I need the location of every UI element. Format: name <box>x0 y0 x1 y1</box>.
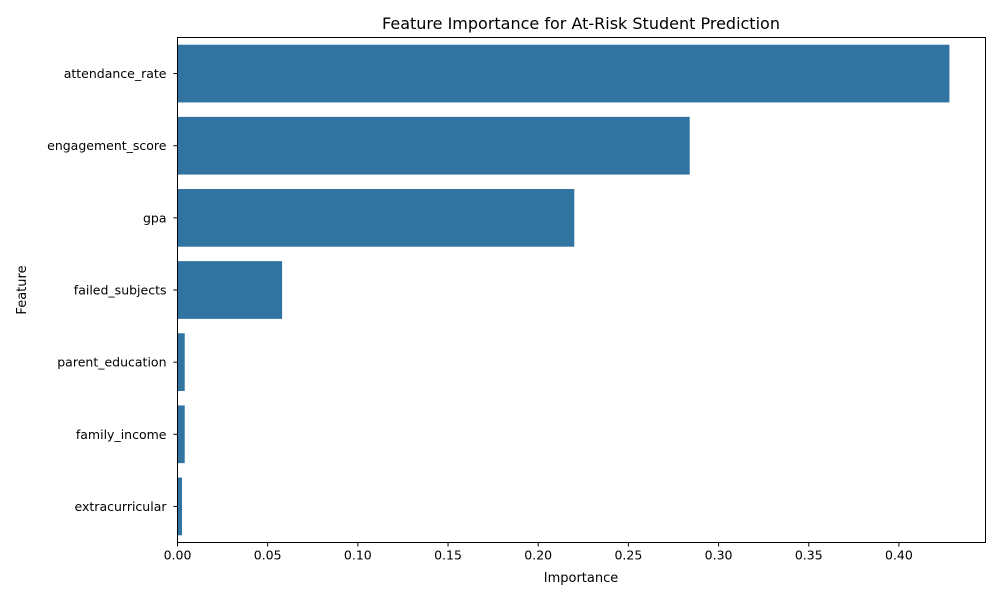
bar-gpa <box>177 189 575 247</box>
bar-failed-subjects <box>177 261 283 319</box>
y-tick-label: failed_subjects <box>74 283 167 298</box>
x-tick-label: 0.30 <box>705 548 733 563</box>
x-axis-ticks: 0.00 0.05 0.10 0.15 0.20 0.25 0.30 0.35 0.40 <box>164 542 913 563</box>
x-tick-label: 0.10 <box>344 548 372 563</box>
chart-title: Feature Importance for At-Risk Student P… <box>382 14 780 33</box>
x-tick-label: 0.05 <box>254 548 282 563</box>
y-axis-label: Feature <box>15 265 30 314</box>
plot-frame <box>177 37 986 543</box>
y-tick-label: attendance_rate <box>64 66 167 81</box>
x-tick-label: 0.20 <box>524 548 552 563</box>
y-tick-label: engagement_score <box>47 138 167 153</box>
y-tick-label: gpa <box>143 210 167 225</box>
x-tick-label: 0.15 <box>434 548 462 563</box>
y-tick-label: parent_education <box>57 355 166 370</box>
x-tick-label: 0.00 <box>164 548 192 563</box>
bar-parent-education <box>177 333 185 391</box>
y-tick-label: extracurricular <box>75 499 168 514</box>
x-axis-label: Importance <box>544 571 619 586</box>
bars-group <box>177 44 950 536</box>
x-tick-label: 0.40 <box>885 548 913 563</box>
bar-attendance-rate <box>177 44 950 103</box>
bar-engagement-score <box>177 116 690 175</box>
y-tick-label: family_income <box>76 427 167 442</box>
x-tick-label: 0.35 <box>795 548 823 563</box>
bar-extracurricular <box>177 477 183 536</box>
bar-family-income <box>177 405 185 464</box>
x-tick-label: 0.25 <box>614 548 642 563</box>
